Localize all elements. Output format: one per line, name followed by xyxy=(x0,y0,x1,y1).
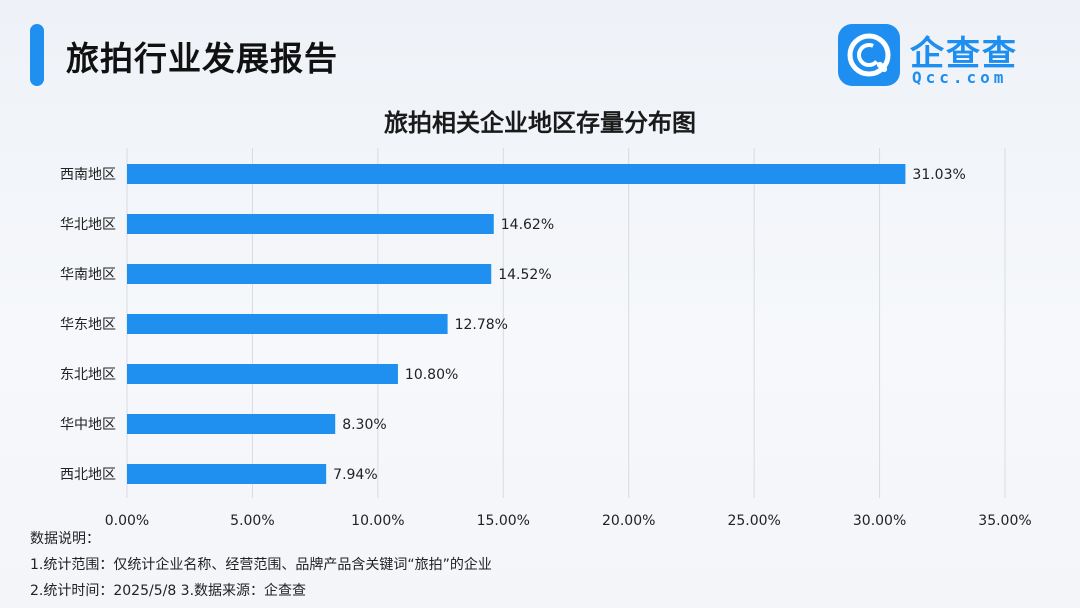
bar xyxy=(127,314,448,334)
x-tick-label: 0.00% xyxy=(105,513,149,529)
x-tick-label: 10.00% xyxy=(351,513,404,529)
data-notes: 数据说明： 1.统计范围：仅统计企业名称、经营范围、品牌产品含关键词“旅拍”的企… xyxy=(30,526,492,604)
report-title: 旅拍行业发展报告 xyxy=(66,39,338,78)
category-label: 华北地区 xyxy=(60,217,116,233)
x-tick-label: 5.00% xyxy=(230,513,274,529)
value-label: 10.80% xyxy=(405,367,458,383)
bar xyxy=(127,464,327,484)
x-tick-label: 35.00% xyxy=(978,513,1031,529)
category-label: 华东地区 xyxy=(60,317,116,333)
value-label: 14.52% xyxy=(498,267,551,283)
category-label: 西北地区 xyxy=(60,467,116,483)
x-tick-label: 25.00% xyxy=(727,513,780,529)
x-tick-label: 30.00% xyxy=(853,513,906,529)
value-label: 8.30% xyxy=(342,417,386,433)
bar xyxy=(127,414,336,434)
title-accent-bar xyxy=(30,24,44,86)
bar xyxy=(127,214,494,234)
notes-time-source: 2.统计时间：2025/5/8 3.数据来源：企查查 xyxy=(30,583,307,599)
chart-title: 旅拍相关企业地区存量分布图 xyxy=(384,109,696,137)
category-label: 西南地区 xyxy=(60,167,116,183)
value-label: 14.62% xyxy=(501,217,554,233)
qcc-logo: 企查查 Qcc.com xyxy=(838,24,1038,88)
value-label: 31.03% xyxy=(912,167,965,183)
qcc-logo-icon xyxy=(838,24,900,86)
bar xyxy=(127,264,492,284)
x-tick-label: 15.00% xyxy=(477,513,530,529)
category-label: 华中地区 xyxy=(60,417,116,433)
notes-heading: 数据说明： xyxy=(30,531,100,547)
logo-text-cn: 企查查 xyxy=(910,34,1018,74)
category-label: 东北地区 xyxy=(60,367,116,383)
value-label: 12.78% xyxy=(455,317,508,333)
bar xyxy=(127,164,906,184)
notes-scope: 1.统计范围：仅统计企业名称、经营范围、品牌产品含关键词“旅拍”的企业 xyxy=(30,557,492,573)
category-label: 华南地区 xyxy=(60,267,116,283)
logo-text-en: Qcc.com xyxy=(912,68,1008,87)
bar xyxy=(127,364,398,384)
x-tick-label: 20.00% xyxy=(602,513,655,529)
value-label: 7.94% xyxy=(333,467,377,483)
